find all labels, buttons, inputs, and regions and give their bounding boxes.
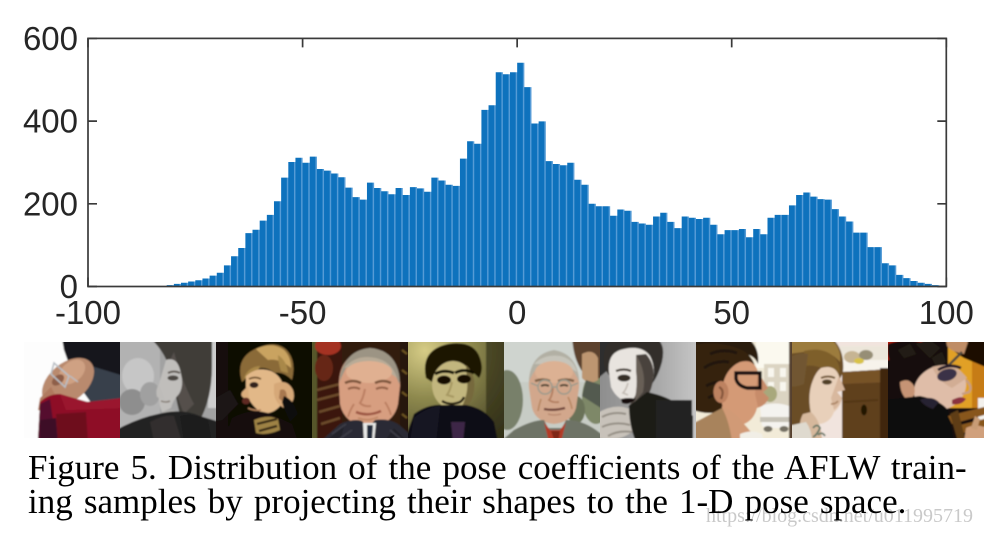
- svg-text:200: 200: [23, 185, 78, 222]
- svg-text:0: 0: [508, 294, 526, 331]
- svg-text:400: 400: [23, 103, 78, 140]
- svg-text:100: 100: [919, 294, 974, 331]
- svg-text:600: 600: [23, 20, 78, 57]
- svg-text:-100: -100: [55, 294, 121, 331]
- svg-text:0: 0: [60, 268, 78, 305]
- svg-text:50: 50: [713, 294, 750, 331]
- svg-text:-50: -50: [279, 294, 327, 331]
